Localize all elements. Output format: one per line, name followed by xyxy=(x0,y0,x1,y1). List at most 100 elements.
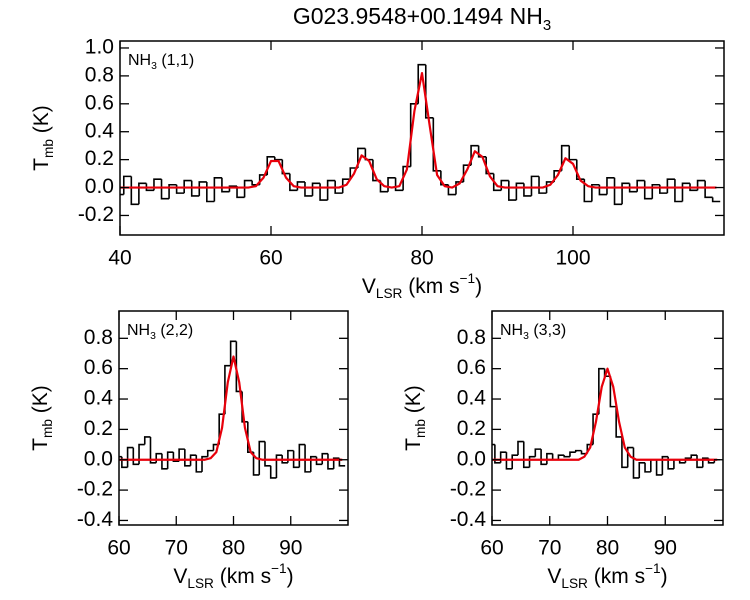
plot-area xyxy=(119,340,346,479)
spectrum-channel xyxy=(440,170,449,186)
spectrum-channel xyxy=(424,64,434,119)
x-tick-label: 80 xyxy=(222,537,245,560)
spectrum-channel xyxy=(138,443,145,465)
spectrum-channel xyxy=(650,458,657,472)
spectrum-channel xyxy=(485,156,494,175)
fit-curve xyxy=(492,367,718,461)
panel-label: NH3 (2,2) xyxy=(127,322,193,342)
spectrum-channel xyxy=(651,183,660,199)
y-axis-label: Tmb (K) xyxy=(402,385,429,451)
y-tick-label: -0.4 xyxy=(77,508,114,531)
x-tick-label: 100 xyxy=(555,247,590,270)
spectrum-channel xyxy=(281,159,290,175)
spectrum-channel xyxy=(674,179,683,203)
x-axis-label: VLSR (km s−1) xyxy=(547,561,667,591)
panel-label-run: (2,2) xyxy=(156,322,193,339)
spectrum-channel xyxy=(613,177,623,206)
spectrum-channel xyxy=(138,182,147,205)
spectrum-channel xyxy=(183,179,192,194)
y-axis-label: Tmb (K) xyxy=(30,105,57,171)
plot-area xyxy=(492,367,721,479)
spectrum-channel xyxy=(213,176,222,202)
spectrum-channel xyxy=(704,180,713,199)
panel-label: NH3 (1,1) xyxy=(128,52,194,72)
x-axis-label-run: V xyxy=(173,565,187,588)
spectrum-channel xyxy=(130,176,139,206)
spectrum-channel xyxy=(615,406,622,438)
spectrum-channel xyxy=(508,180,517,201)
spectrum-channel xyxy=(155,452,162,463)
spectrum-channel xyxy=(522,441,530,469)
panel-label-run: 3 xyxy=(523,331,529,342)
panel-label: NH3 (3,3) xyxy=(500,322,566,342)
spectrum-channel xyxy=(281,455,288,464)
spectrum-channel xyxy=(319,183,328,201)
x-axis-label-run: LSR xyxy=(376,286,403,301)
spectrum-channel xyxy=(341,178,351,194)
spectrum-channel xyxy=(304,444,311,473)
chart-title-run: G023.9548+00.1494 NH xyxy=(293,3,543,29)
x-tick-label: 90 xyxy=(654,537,677,560)
y-tick-label: -0.2 xyxy=(77,478,113,501)
x-axis-label-run: (km s xyxy=(214,565,271,588)
y-tick-label: 0.8 xyxy=(84,326,113,349)
y-axis-label-run: (K) xyxy=(29,385,52,419)
y-axis-label-run: mb xyxy=(40,419,55,438)
x-tick-label: 90 xyxy=(279,537,302,560)
spectrum-channel xyxy=(121,456,128,469)
spectrum-channel xyxy=(511,454,518,469)
x-tick-label: 60 xyxy=(259,247,282,270)
chart-title: G023.9548+00.1494 NH3 xyxy=(293,3,551,34)
spectrum-channel xyxy=(540,449,547,466)
y-axis-label-run: T xyxy=(30,158,53,171)
spectrum-channel xyxy=(334,180,343,194)
spectrum-channel xyxy=(221,177,230,193)
spectrum-channel xyxy=(304,181,313,197)
y-tick-label: 0.2 xyxy=(457,417,486,440)
spectrum-channel xyxy=(673,458,680,469)
spectrum-channel xyxy=(583,179,592,203)
spectrum-channel xyxy=(326,179,336,201)
spectrum-channel xyxy=(523,183,532,197)
spectrum-channel xyxy=(643,180,653,200)
spectrum-channel xyxy=(655,459,663,476)
spectrum-channel xyxy=(515,182,524,201)
spectrum-channel xyxy=(228,185,238,192)
panel-label-run: NH xyxy=(500,322,523,339)
y-axis-label-run: (K) xyxy=(402,385,425,419)
y-tick-label: 0.6 xyxy=(84,356,113,379)
x-tick-label: 60 xyxy=(107,537,130,560)
spectrum-channel xyxy=(206,449,214,457)
spectrum-channel xyxy=(327,453,334,470)
y-tick-label: 0.0 xyxy=(457,447,486,470)
spectrum-channel xyxy=(184,449,191,467)
spectrum-channel xyxy=(598,184,607,196)
spectrum-channel xyxy=(500,179,509,191)
spectrum-channel xyxy=(638,461,646,478)
spectrum-channel xyxy=(258,440,265,475)
spectrum-channel xyxy=(432,117,441,172)
spectrum-channel xyxy=(632,447,640,479)
y-tick-label: 0.0 xyxy=(84,447,113,470)
spectrum-channel xyxy=(292,450,300,469)
spectrum-channel xyxy=(494,444,501,464)
spectrum-channel xyxy=(534,448,542,457)
x-tick-label: 70 xyxy=(165,537,188,560)
spectrum-channel xyxy=(311,182,321,196)
x-axis-label-run: (km s xyxy=(402,275,459,298)
spectrum-channel xyxy=(229,340,237,366)
axes-frame xyxy=(118,310,349,526)
x-axis-label-run: ) xyxy=(661,565,668,588)
spectrum-channel xyxy=(568,145,577,161)
spectrum-channel xyxy=(143,436,151,445)
x-axis-label-run: LSR xyxy=(561,576,588,591)
panel-label-run: 3 xyxy=(150,331,156,342)
spectrum-channel xyxy=(711,197,721,203)
y-axis-label: Tmb (K) xyxy=(29,385,56,451)
x-tick-label: 80 xyxy=(410,247,433,270)
spectrum-channel xyxy=(273,156,283,161)
fit-curve xyxy=(120,72,717,189)
spectrum-channel xyxy=(696,179,706,191)
spectrum-channel xyxy=(201,455,208,472)
